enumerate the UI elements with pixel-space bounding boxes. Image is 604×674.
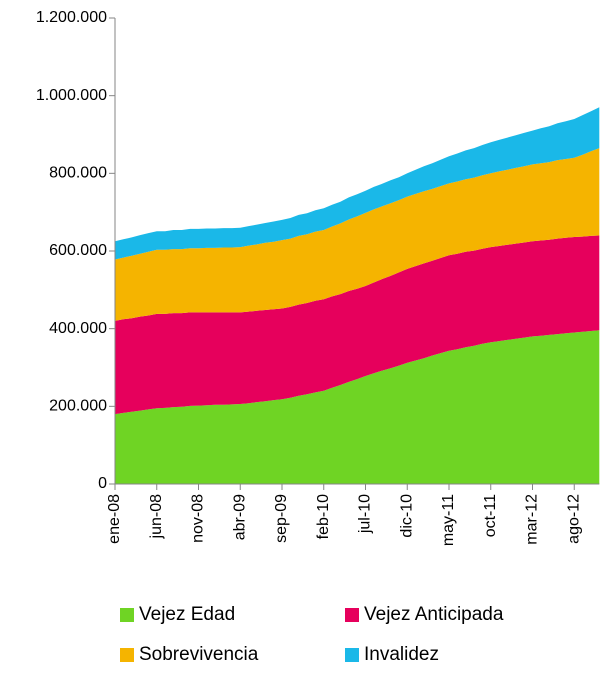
area [115, 107, 600, 260]
y-tick-label: 1.200.000 [36, 9, 107, 26]
legend-label: Sobrevivencia [139, 644, 259, 665]
area [115, 330, 600, 484]
x-tick-label: jun-08 [148, 494, 165, 540]
area [115, 148, 600, 321]
x-tick-label: ago-12 [565, 494, 582, 544]
legend-swatch [345, 608, 359, 622]
y-tick-label: 400.000 [49, 320, 107, 337]
y-tick-label: 1.000.000 [36, 87, 107, 104]
y-tick-label: 200.000 [49, 398, 107, 415]
x-tick-label: jul-10 [357, 494, 374, 534]
legend-swatch [120, 648, 134, 662]
x-tick-label: may-11 [440, 494, 457, 546]
y-tick-label: 600.000 [49, 242, 107, 259]
x-tick-label: nov-08 [190, 494, 207, 543]
x-tick-label: dic-10 [398, 494, 415, 538]
x-tick-label: mar-12 [524, 494, 541, 545]
x-tick-label: abr-09 [231, 494, 248, 540]
legend-swatch [345, 648, 359, 662]
x-tick-label: oct-11 [482, 494, 499, 537]
area [115, 235, 600, 415]
legend-label: Vejez Anticipada [364, 604, 504, 625]
x-tick-label: ene-08 [106, 494, 123, 544]
y-tick-label: 0 [98, 475, 107, 492]
legend-swatch [120, 608, 134, 622]
x-tick-label: sep-09 [273, 494, 290, 543]
x-tick-label: feb-10 [315, 494, 332, 539]
legend-label: Invalidez [364, 644, 439, 665]
y-tick-label: 800.000 [49, 165, 107, 182]
legend-label: Vejez Edad [139, 604, 235, 625]
